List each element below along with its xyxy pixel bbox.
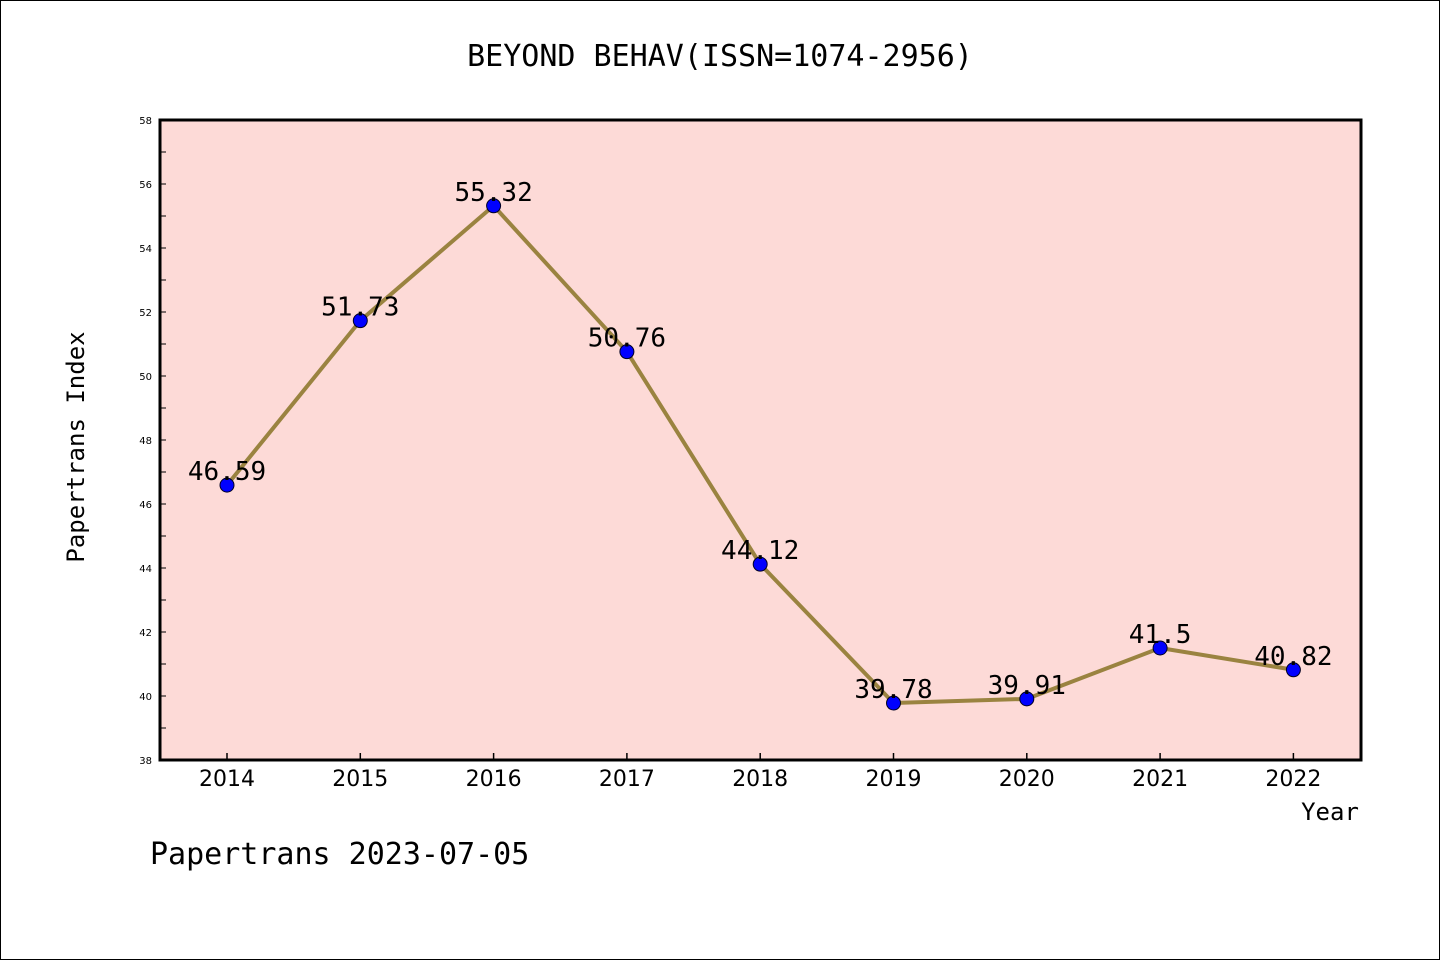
x-tick-label: 2018 <box>732 767 788 792</box>
series-group: 46.59 51.73 55.32 50.76 44.12 39.78 39.91 41.5 4… <box>188 178 1333 711</box>
data-label: 40.82 <box>1254 642 1332 672</box>
data-label: 51.73 <box>321 293 399 323</box>
x-tick-label: 2016 <box>466 767 522 792</box>
data-point <box>619 344 635 360</box>
x-axis-label: Year <box>1301 798 1359 826</box>
plot-area <box>160 120 1361 760</box>
data-label: 39.78 <box>854 675 932 705</box>
y-tick-label: 38 <box>139 756 152 767</box>
y-axis-ticks: 38 40 42 44 46 48 50 52 54 56 58 <box>139 116 166 767</box>
y-tick-label: 46 <box>139 500 152 511</box>
data-label: 50.76 <box>588 324 666 354</box>
data-point <box>1019 691 1035 707</box>
x-tick-label: 2015 <box>332 767 388 792</box>
data-label: 55.32 <box>454 178 532 208</box>
data-label: 44.12 <box>721 536 799 566</box>
data-point <box>352 313 368 329</box>
x-tick-label: 2020 <box>999 767 1055 792</box>
x-tick-label: 2017 <box>599 767 655 792</box>
y-tick-label: 52 <box>139 308 152 319</box>
y-axis-label: Papertrans Index <box>62 331 90 562</box>
x-tick-label: 2019 <box>866 767 922 792</box>
chart-title: BEYOND BEHAV(ISSN=1074-2956) <box>467 39 973 74</box>
x-tick-label: 2014 <box>199 767 255 792</box>
data-label: 41.5 <box>1129 620 1192 650</box>
data-point <box>1285 662 1301 678</box>
data-point <box>219 477 235 493</box>
x-tick-label: 2022 <box>1265 767 1321 792</box>
data-point <box>752 556 768 572</box>
y-tick-label: 50 <box>139 372 152 383</box>
x-axis-ticks: 2014 2015 2016 2017 2018 2019 2020 2021 2022 <box>199 753 1321 792</box>
data-point <box>486 198 502 214</box>
data-point <box>886 695 901 711</box>
y-tick-label: 56 <box>139 180 152 191</box>
y-tick-label: 58 <box>139 116 152 127</box>
y-tick-label: 48 <box>139 436 152 447</box>
data-point <box>1152 640 1168 656</box>
plot-border <box>158 118 1363 762</box>
data-label: 46.59 <box>188 457 266 487</box>
y-tick-label: 54 <box>139 244 152 255</box>
y-tick-label: 42 <box>139 628 152 639</box>
data-label: 39.91 <box>988 671 1066 701</box>
y-tick-label: 44 <box>139 564 152 575</box>
footer-text: Papertrans 2023-07-05 <box>150 837 529 872</box>
y-tick-label: 40 <box>139 692 152 703</box>
x-tick-label: 2021 <box>1132 767 1188 792</box>
